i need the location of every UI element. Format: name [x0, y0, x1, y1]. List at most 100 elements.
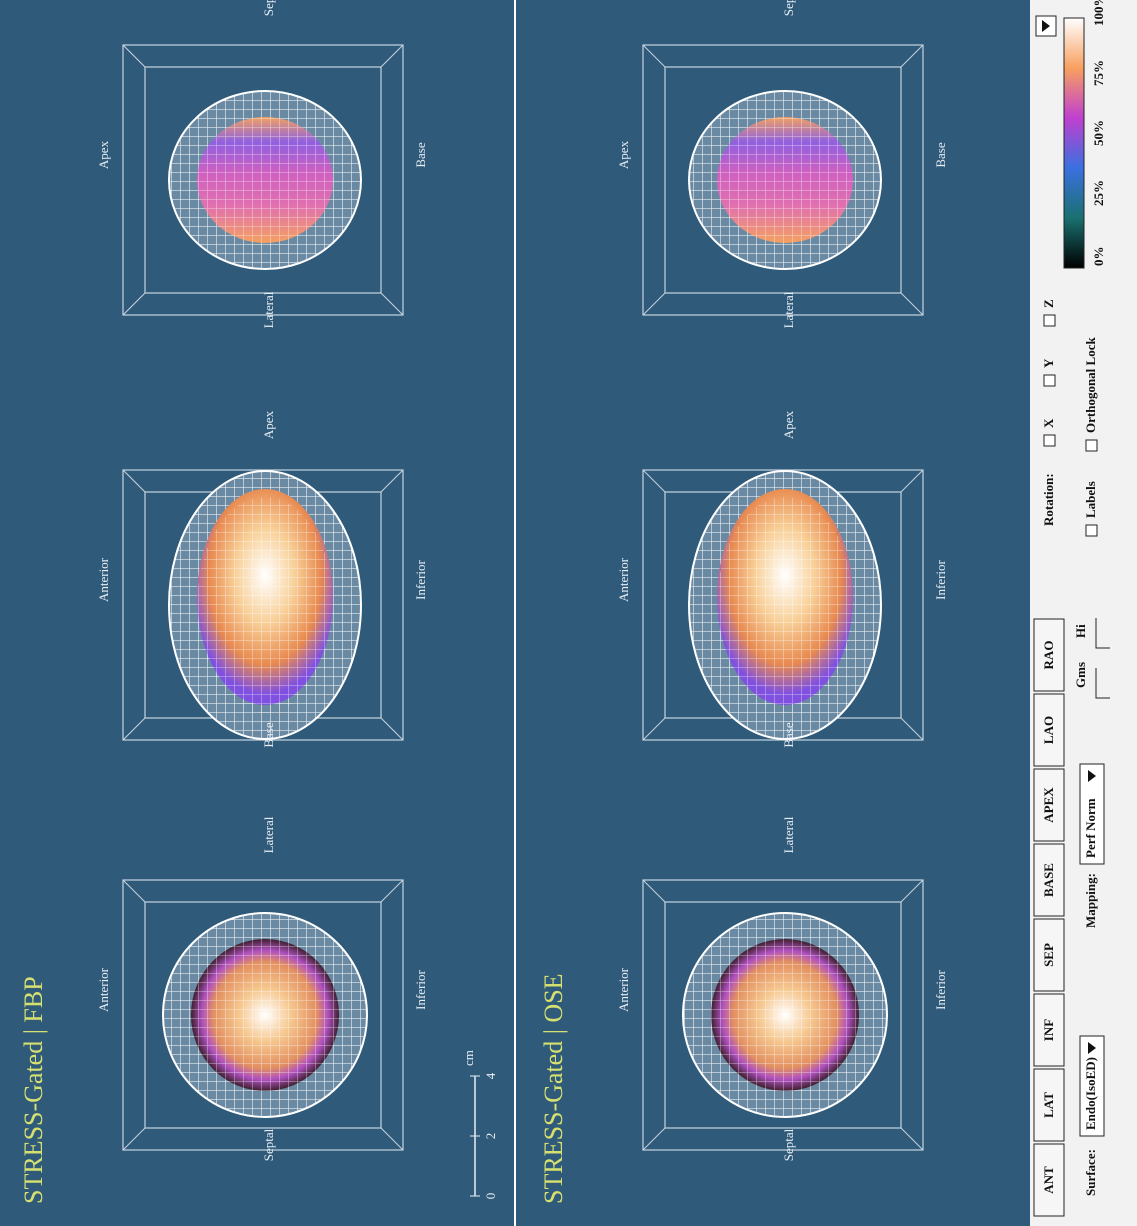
rotation-checkbox[interactable]: [1043, 434, 1056, 447]
colorbar-label: 25%: [1091, 180, 1106, 206]
orientation-label: Base: [933, 142, 948, 168]
view-button[interactable]: [1033, 618, 1065, 692]
view-box-outer: [122, 44, 404, 316]
labels-checkbox-label: Labels: [1083, 481, 1098, 518]
panel-title: STRESS-Gated | OSE: [539, 973, 568, 1204]
view-box-edge: [380, 717, 404, 741]
ortho-checkbox-label: Orthogonal Lock: [1083, 337, 1098, 433]
scale-label: 0: [483, 1193, 498, 1200]
view-button-label[interactable]: ANT: [1041, 1166, 1056, 1194]
orientation-label: Anterior: [616, 557, 631, 602]
surface-value[interactable]: Endo(IsoED): [1083, 1057, 1098, 1130]
view-box-edge: [642, 469, 666, 493]
orientation-label: Lateral: [261, 291, 276, 328]
heart-grid: [717, 117, 853, 243]
view-box-outer: [122, 469, 404, 741]
heart-grid: [191, 939, 339, 1091]
view-button-label[interactable]: RAO: [1041, 641, 1056, 670]
view-button-label[interactable]: SEP: [1041, 943, 1056, 967]
view-box-edge: [900, 469, 924, 493]
scale-label: 4: [483, 1072, 498, 1079]
colorbar-label: 0%: [1091, 247, 1106, 267]
view-button[interactable]: [1033, 993, 1065, 1067]
view-button[interactable]: [1033, 768, 1065, 842]
view-box-inner: [664, 901, 902, 1129]
gate-slider[interactable]: [1095, 618, 1110, 649]
orientation-label: Septal: [781, 1128, 796, 1161]
dropdown-arrow: [1088, 770, 1096, 782]
heart-grid: [717, 497, 853, 713]
ortho-checkbox[interactable]: [1085, 439, 1098, 452]
scale-unit: cm: [461, 1050, 476, 1066]
rotation-checkbox[interactable]: [1043, 314, 1056, 327]
view-box-edge: [900, 717, 924, 741]
view-button[interactable]: [1033, 1068, 1065, 1142]
gate-slider[interactable]: [1095, 668, 1110, 699]
view-button[interactable]: [1033, 693, 1065, 767]
colorbar-label: 100%: [1091, 0, 1106, 26]
orientation-label: Lateral: [781, 291, 796, 328]
orientation-label: Apex: [96, 140, 111, 169]
scale-label: 2: [483, 1133, 498, 1140]
orientation-label: Base: [781, 722, 796, 748]
heart-grid: [711, 939, 859, 1091]
view-box-edge: [380, 1127, 404, 1151]
view-button[interactable]: [1033, 918, 1065, 992]
orientation-label: Lateral: [261, 816, 276, 853]
view-box-outer: [642, 469, 924, 741]
orientation-label: Base: [413, 142, 428, 168]
view-box-edge: [642, 879, 666, 903]
rotation-axis: Z: [1041, 299, 1056, 308]
surface-label: Surface:: [1083, 1149, 1098, 1196]
view-button-label[interactable]: LAO: [1041, 716, 1056, 744]
mapping-value[interactable]: Perf Norm: [1083, 798, 1098, 858]
rotation-checkbox[interactable]: [1043, 374, 1056, 387]
view-box-inner: [664, 66, 902, 294]
colorbar-label: 50%: [1091, 120, 1106, 146]
orientation-label: Apex: [261, 410, 276, 439]
orientation-label: Anterior: [96, 557, 111, 602]
orientation-label: Apex: [616, 140, 631, 169]
heart-grid: [197, 117, 333, 243]
orientation-label: Inferior: [413, 969, 428, 1009]
view-button-label[interactable]: LAT: [1041, 1092, 1056, 1118]
surface-dropdown[interactable]: [1079, 1035, 1105, 1137]
mapping-dropdown[interactable]: [1079, 763, 1105, 865]
colorbar: [1063, 17, 1085, 269]
view-button-label[interactable]: BASE: [1041, 863, 1056, 897]
view-box-edge: [900, 292, 924, 316]
view-box-outer: [642, 879, 924, 1151]
view-box-edge: [122, 1127, 146, 1151]
view-button-label[interactable]: APEX: [1041, 787, 1056, 823]
view-box-edge: [122, 44, 146, 68]
view-button-label[interactable]: INF: [1041, 1019, 1056, 1041]
heart-grid: [197, 497, 333, 713]
orientation-label: Anterior: [616, 967, 631, 1012]
labels-checkbox[interactable]: [1085, 524, 1098, 537]
view-box-edge: [900, 44, 924, 68]
orientation-label: Lateral: [781, 816, 796, 853]
view-box-edge: [122, 717, 146, 741]
view-box-inner: [144, 66, 382, 294]
view-box-edge: [642, 44, 666, 68]
orientation-label: Apex: [781, 410, 796, 439]
colorbar-label: 75%: [1091, 60, 1106, 86]
gate-label: Hi: [1073, 624, 1088, 638]
dropdown-arrow: [1042, 20, 1050, 32]
view-box-edge: [122, 469, 146, 493]
orientation-label: Base: [261, 722, 276, 748]
view-box-edge: [380, 469, 404, 493]
view-button[interactable]: [1033, 843, 1065, 917]
orientation-label: Septal: [781, 0, 796, 16]
rotation-axis: Y: [1041, 358, 1056, 368]
view-box-edge: [122, 292, 146, 316]
view-box-edge: [900, 879, 924, 903]
orientation-label: Septal: [261, 1128, 276, 1161]
orientation-label: Inferior: [933, 969, 948, 1009]
view-box-edge: [900, 1127, 924, 1151]
dropdown-arrow: [1088, 1042, 1096, 1054]
view-button[interactable]: [1033, 1143, 1065, 1217]
view-box-outer: [122, 879, 404, 1151]
view-box-outer: [642, 44, 924, 316]
